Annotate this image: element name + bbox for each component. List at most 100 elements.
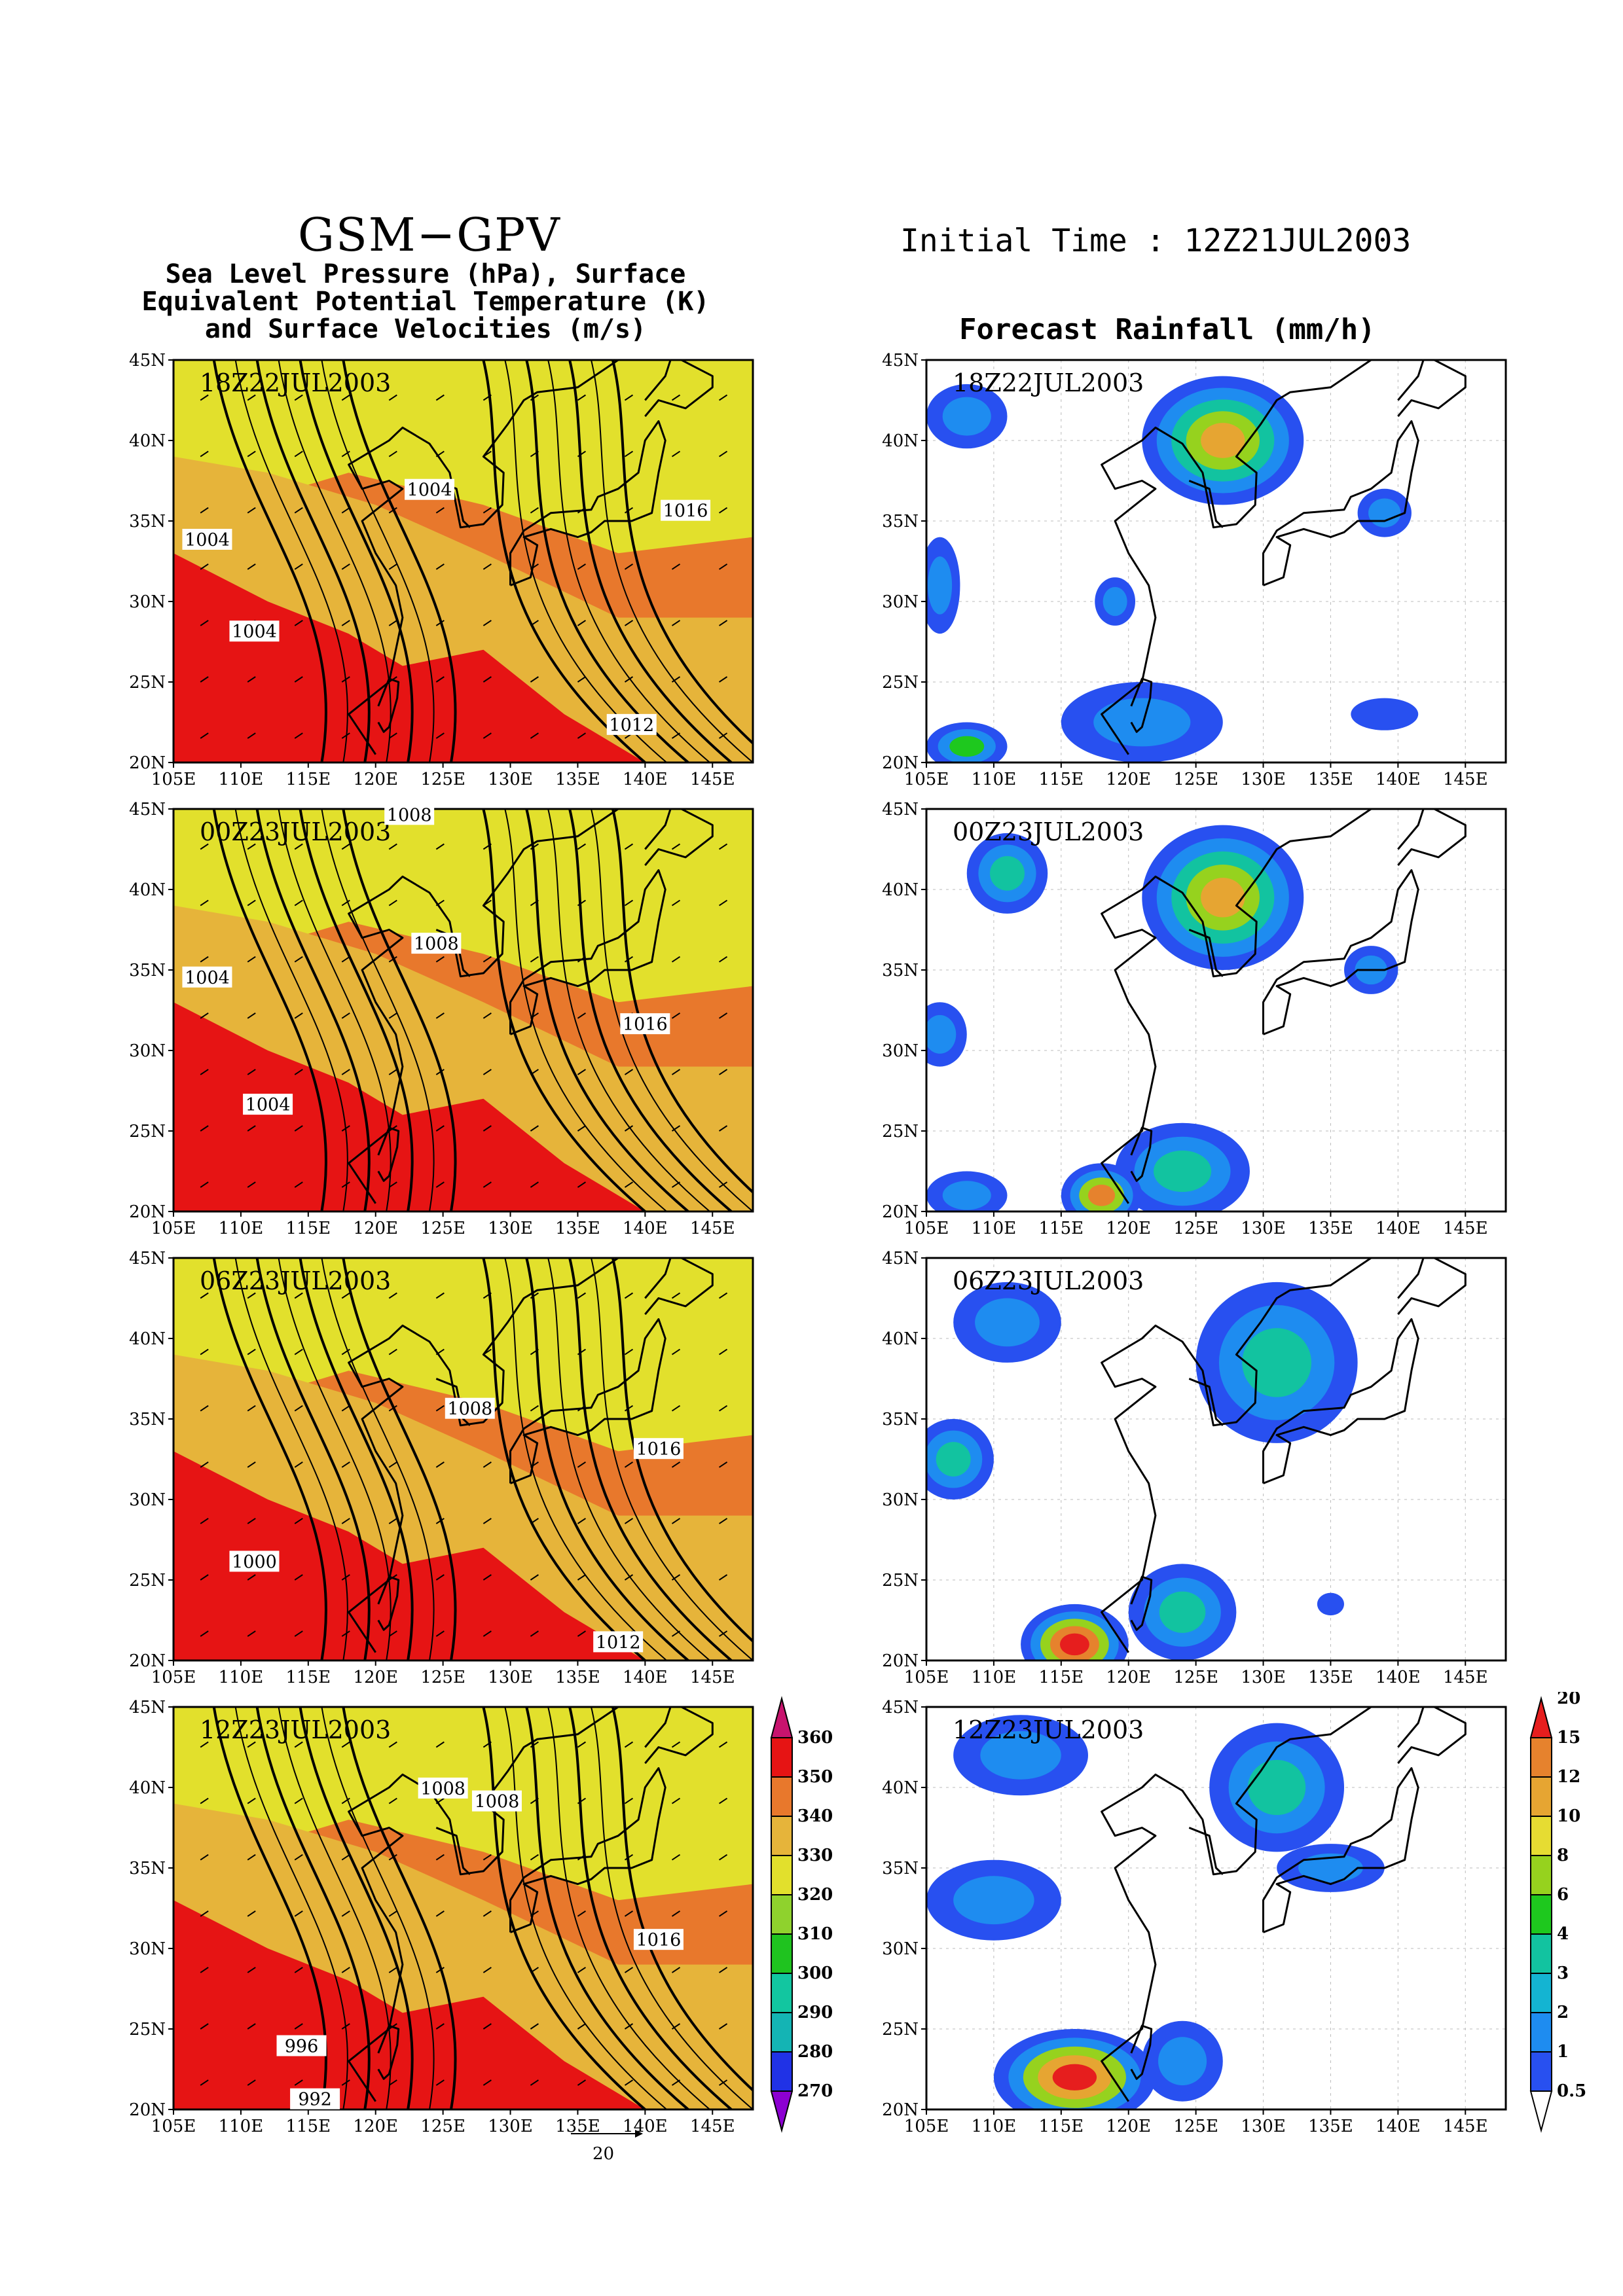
lon-tick-label: 105E bbox=[904, 1668, 949, 1687]
colorbar-label: 320 bbox=[797, 1885, 833, 1905]
rain-area bbox=[942, 1181, 991, 1210]
colorbar-label: 1 bbox=[1557, 2042, 1569, 2062]
isobar-label: 1008 bbox=[420, 1779, 465, 1799]
colorbar-label: 6 bbox=[1557, 1885, 1569, 1905]
rain-panel-4: 12Z23JUL2003 20N 25N 30N 35N 40N 45N 105E 110E 11… bbox=[882, 1698, 1507, 2136]
wind-vector bbox=[624, 450, 634, 457]
wind-vector bbox=[624, 2079, 634, 2086]
wind-vector bbox=[341, 1574, 350, 1581]
initial-time: Initial Time : 12Z21JUL2003 bbox=[900, 223, 1412, 259]
isobar-label-bg bbox=[418, 1777, 468, 1799]
wind-vector bbox=[435, 843, 445, 850]
isobar bbox=[299, 360, 414, 762]
lon-tick-label: 130E bbox=[488, 770, 533, 789]
lat-tick-label: 45N bbox=[129, 1698, 166, 1717]
rain-area bbox=[942, 397, 991, 436]
wind-vector bbox=[530, 1741, 539, 1748]
wind-vector bbox=[247, 563, 256, 570]
colorbar-label: 330 bbox=[797, 1846, 833, 1865]
theta-panel-2: 00Z23JUL20031008100810041016100420N25N30… bbox=[129, 800, 754, 1238]
rain-area bbox=[1052, 2064, 1097, 2090]
wind-vector bbox=[200, 450, 209, 457]
lat-tick-label: 20N bbox=[882, 2100, 919, 2120]
wind-vector bbox=[200, 394, 209, 401]
isobar bbox=[591, 1707, 753, 2109]
wind-vector bbox=[294, 1405, 303, 1412]
lat-tick-label: 45N bbox=[129, 800, 166, 819]
wind-vector bbox=[341, 450, 350, 457]
wind-vector bbox=[247, 1967, 256, 1973]
lat-tick-label: 45N bbox=[129, 351, 166, 370]
wind-vector bbox=[388, 2079, 397, 2086]
model-title: GSM−GPV bbox=[298, 208, 561, 262]
wind-vector bbox=[388, 620, 397, 626]
lat-tick-label: 20N bbox=[882, 1202, 919, 1222]
isobar-label-bg bbox=[471, 1790, 522, 1812]
wind-vector bbox=[341, 563, 350, 570]
rain-area bbox=[953, 1876, 1034, 1925]
lon-tick-label: 120E bbox=[353, 2117, 398, 2136]
wind-vector bbox=[530, 1125, 539, 1132]
wind-vector bbox=[200, 1461, 209, 1468]
wind-vector bbox=[671, 1630, 681, 1637]
wind-vector bbox=[247, 1461, 256, 1468]
panel-time-label: 00Z23JUL2003 bbox=[200, 817, 391, 846]
wind-vector bbox=[671, 1125, 681, 1132]
wind-vector bbox=[624, 899, 634, 906]
wind-vector bbox=[577, 1181, 586, 1188]
rainfall-maps: 18Z22JUL2003 20N 25N 30N 35N 40N 45N 105E 110E 11… bbox=[882, 351, 1507, 2136]
colorbar-label: 350 bbox=[797, 1767, 833, 1787]
panel-time-label: 12Z23JUL2003 bbox=[200, 1715, 391, 1744]
lon-tick-label: 135E bbox=[555, 770, 600, 789]
rain-panel-2: 00Z23JUL2003 20N 25N 30N 35N 40N 45N 105E 110E 11… bbox=[882, 800, 1507, 1238]
isobar bbox=[611, 1707, 753, 2092]
coastline bbox=[644, 1707, 714, 1765]
isobar bbox=[321, 1258, 435, 1660]
wind-vector bbox=[718, 620, 728, 626]
coastline bbox=[1262, 420, 1419, 586]
wind-vector bbox=[341, 1125, 350, 1132]
theta-panel-4: 12Z23JUL2003 1008 1008 1016 996 992 20N 25N 30N 3… bbox=[129, 1698, 754, 2136]
rain-area bbox=[1201, 423, 1245, 458]
wind-vector bbox=[671, 1461, 681, 1468]
wind-vector bbox=[341, 676, 350, 683]
wind-vector bbox=[294, 956, 303, 963]
wind-vector bbox=[483, 732, 492, 739]
wind-vector bbox=[577, 563, 586, 570]
wind-vector bbox=[200, 1741, 209, 1748]
wind-vector bbox=[577, 1461, 586, 1468]
wind-vector bbox=[671, 956, 681, 963]
coastline bbox=[348, 1258, 619, 1653]
right-chart-title: Forecast Rainfall (mm/h) bbox=[959, 313, 1376, 346]
colorbar-segment bbox=[1529, 1696, 1553, 1738]
wind-vector bbox=[671, 843, 681, 850]
lon-tick-label: 140E bbox=[1376, 1668, 1421, 1687]
lon-tick-label: 125E bbox=[420, 2117, 465, 2136]
wind-vector bbox=[294, 676, 303, 683]
wind-vector bbox=[200, 1910, 209, 1917]
coastline bbox=[377, 1126, 400, 1182]
coastline bbox=[509, 869, 666, 1035]
wind-vector bbox=[435, 1910, 445, 1917]
theta-colorbar: 270 280 290 300 310 320 330 340 350 360 bbox=[766, 1692, 851, 2137]
wind-vector bbox=[671, 1292, 681, 1299]
wind-vector bbox=[341, 1348, 350, 1355]
lon-tick-label: 135E bbox=[1308, 2117, 1353, 2136]
colorbar-segment bbox=[1530, 1855, 1552, 1895]
wind-vector bbox=[341, 1910, 350, 1917]
lon-tick-label: 125E bbox=[1173, 1219, 1218, 1238]
lon-tick-label: 135E bbox=[1308, 770, 1353, 789]
theta-fill bbox=[173, 1707, 753, 2109]
wind-vector bbox=[200, 1292, 209, 1299]
wind-vector bbox=[388, 1854, 397, 1861]
lon-tick-label: 130E bbox=[1241, 2117, 1286, 2136]
colorbar-label: 340 bbox=[797, 1806, 833, 1826]
lat-tick-label: 30N bbox=[129, 1490, 166, 1510]
lon-tick-label: 135E bbox=[555, 1219, 600, 1238]
isobar-label: 992 bbox=[298, 2090, 332, 2110]
coastline bbox=[1130, 1126, 1153, 1182]
wind-vector bbox=[577, 1518, 586, 1524]
lat-tick-label: 20N bbox=[129, 1651, 166, 1671]
panel-frame bbox=[172, 808, 754, 1213]
wind-vector bbox=[530, 1630, 539, 1637]
